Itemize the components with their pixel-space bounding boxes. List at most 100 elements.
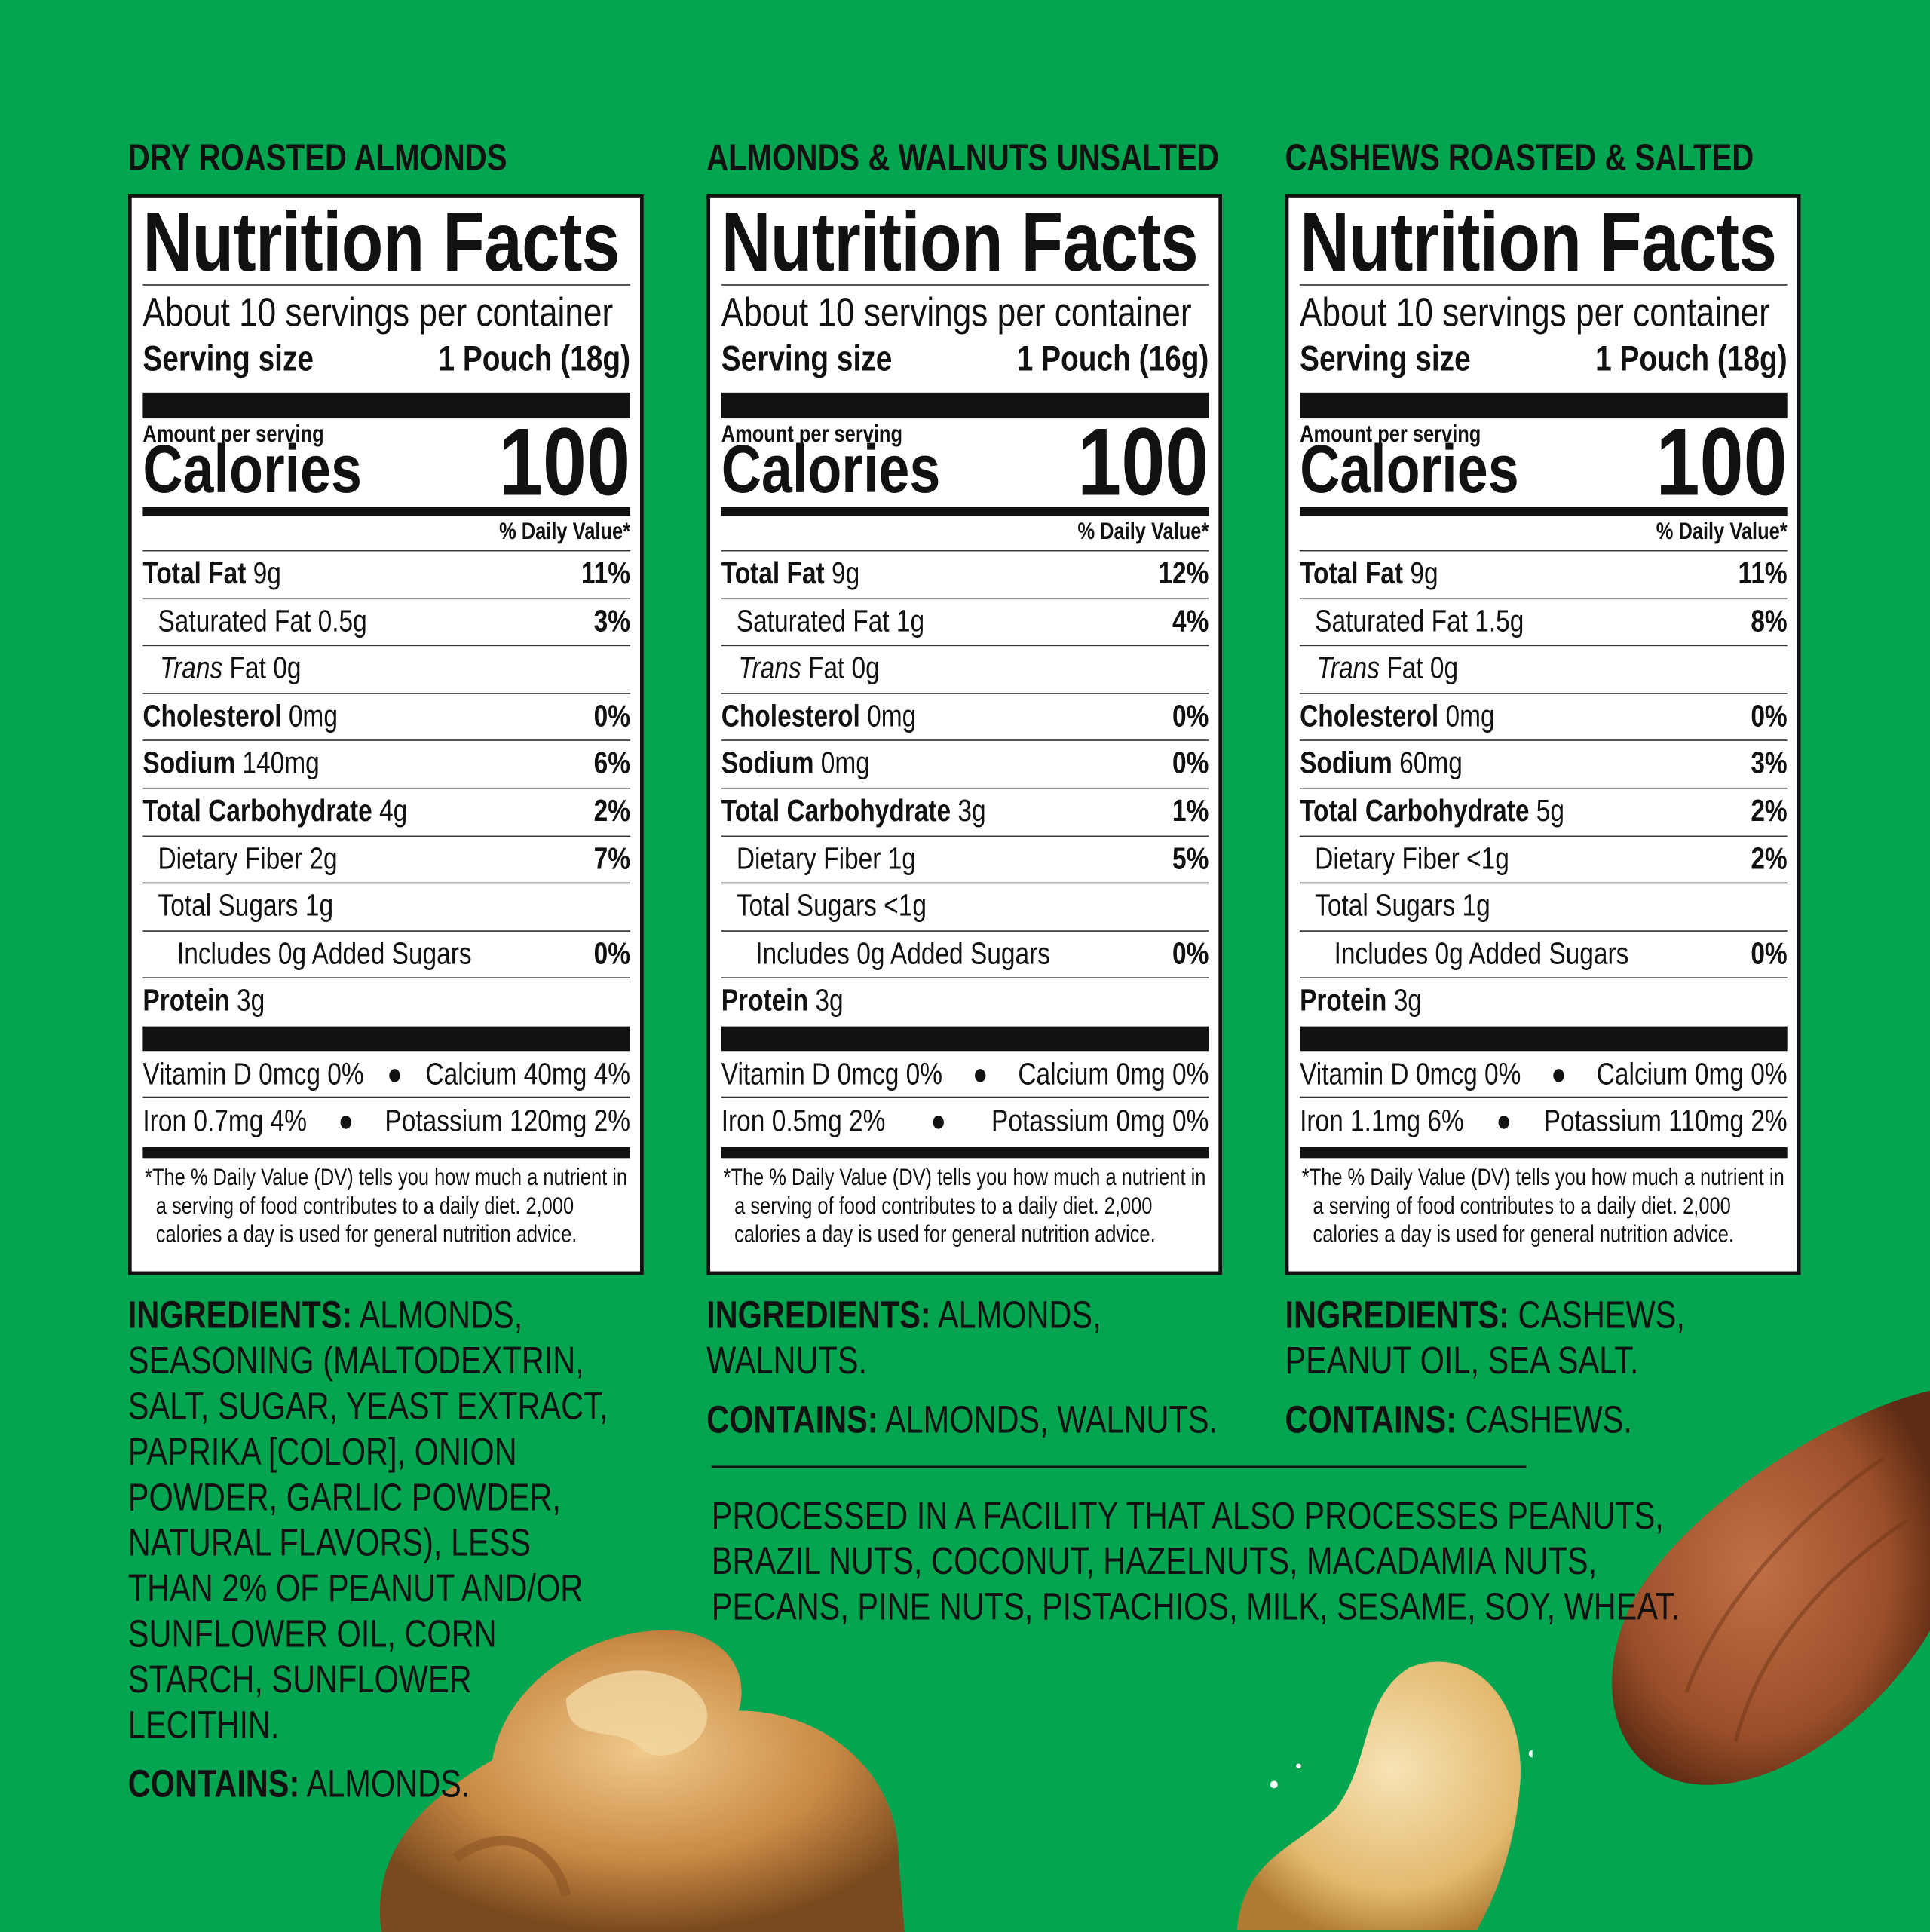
nutrient-name: Dietary Fiber [736, 841, 881, 876]
nutrient-row: Dietary Fiber 1g 5% [721, 836, 1209, 884]
daily-value-footnote: *The % Daily Value (DV) tells you how mu… [145, 1165, 628, 1248]
nutrient-name: Saturated Fat [736, 603, 890, 638]
nutrient-row: Cholesterol 0mg 0% [1300, 693, 1788, 742]
nutrient-row: Cholesterol 0mg 0% [721, 693, 1209, 742]
calories-row: Calories 100 [1300, 414, 1788, 510]
nutrient-amount: 0mg [820, 746, 870, 781]
vitamin-item: Iron 1.1mg 6% [1300, 1104, 1464, 1139]
nutrient-name: Total Fat [142, 556, 247, 591]
vitamin-row: Vitamin D 0mcg 0% ● Calcium 0mg 0% [721, 1051, 1209, 1099]
nutrient-daily-value: 2% [1751, 841, 1788, 876]
nutrient-row: Total Fat 9g 11% [1300, 551, 1788, 599]
nutrient-name: Total Carbohydrate [721, 794, 951, 828]
nutrient-row: Total Carbohydrate 3g 1% [721, 788, 1209, 837]
nutrient-row: Includes 0g Added Sugars 0% [142, 932, 631, 979]
nutrient-daily-value: 2% [593, 794, 631, 828]
bullet-icon: ● [930, 1104, 946, 1139]
serving-size-row: Serving size 1 Pouch (18g) [1300, 338, 1788, 381]
serving-size-label: Serving size [142, 339, 314, 379]
daily-value-footnote: *The % Daily Value (DV) tells you how mu… [1301, 1165, 1784, 1248]
bullet-icon: ● [387, 1057, 403, 1092]
nutrient-amount: 3g [815, 984, 844, 1018]
nutrient-name: Total Carbohydrate [1300, 794, 1530, 828]
vitamin-row: Vitamin D 0mcg 0% ● Calcium 40mg 4% [142, 1051, 631, 1099]
nutrient-daily-value: 3% [1751, 746, 1788, 781]
daily-value-header: % Daily Value* [721, 516, 1209, 552]
nutrient-amount: 1g [305, 889, 334, 923]
daily-value-header: % Daily Value* [1300, 516, 1788, 552]
vitamin-row: Vitamin D 0mcg 0% ● Calcium 0mg 0% [1300, 1051, 1788, 1099]
daily-value-header: % Daily Value* [142, 516, 631, 552]
calories-label: Calories [142, 430, 362, 507]
nutrient-name: Total Sugars [158, 889, 299, 923]
nutrient-amount: 0g [851, 651, 880, 686]
bullet-icon: ● [973, 1057, 988, 1092]
nutrient-row: Includes 0g Added Sugars 0% [1300, 932, 1788, 979]
nutrient-amount: 5g [1536, 794, 1564, 828]
nutrient-row: Saturated Fat 1g 4% [721, 599, 1209, 647]
nutrient-amount: 3g [236, 984, 265, 1018]
bullet-icon: ● [1496, 1104, 1512, 1139]
calories-value: 100 [1656, 407, 1788, 516]
vitamin-item: Vitamin D 0mcg 0% [721, 1057, 943, 1092]
calories-row: Calories 100 [142, 414, 630, 510]
nutrient-daily-value: 7% [593, 841, 631, 876]
amount-per-serving: Amount per serving [1300, 421, 1481, 449]
nutrient-daily-value: 11% [581, 556, 631, 591]
contains: CONTAINS: CASHEWS. [1285, 1397, 1809, 1442]
ingredients: INGREDIENTS: ALMONDS, SEASONING (MALTODE… [128, 1292, 623, 1747]
serving-size-value: 1 Pouch (18g) [438, 339, 631, 379]
nutrient-amount: 1.5g [1475, 603, 1524, 638]
vitamin-item: Iron 0.7mg 4% [142, 1104, 308, 1139]
contains-text: ALMONDS, WALNUTS. [884, 1398, 1218, 1441]
vitamin-item: Iron 0.5mg 2% [721, 1104, 886, 1139]
nutrient-daily-value: 1% [1172, 794, 1209, 828]
nutrient-daily-value: 3% [593, 603, 631, 638]
vitamin-row: Iron 0.7mg 4% ● Potassium 120mg 2% [142, 1098, 630, 1146]
serving-size-label: Serving size [721, 339, 893, 379]
vitamin-item: Potassium 110mg 2% [1543, 1104, 1788, 1139]
nutrient-daily-value: 0% [593, 936, 631, 971]
nutrient-amount: 1g [887, 841, 916, 876]
vitamin-item: Calcium 0mg 0% [1018, 1057, 1209, 1092]
nutrient-name: Trans Fat [1316, 651, 1423, 686]
vitamin-item: Vitamin D 0mcg 0% [142, 1057, 364, 1092]
nutrient-daily-value: 2% [1751, 794, 1788, 828]
nutrient-amount: <1g [1466, 841, 1509, 876]
nutrient-name: Dietary Fiber [1315, 841, 1460, 876]
nutrient-amount: 0mg [867, 698, 917, 733]
nutrient-name: Protein [1300, 984, 1387, 1018]
ingredients-label: INGREDIENTS: [706, 1293, 931, 1337]
nutrient-row: Protein 3g [1300, 979, 1788, 1027]
nutrient-row: Sodium 60mg 3% [1300, 741, 1788, 789]
nutrient-row: Includes 0g Added Sugars 0% [721, 932, 1209, 979]
nutrient-row: Total Carbohydrate 4g 2% [142, 788, 631, 837]
nutrient-amount: 3g [1393, 984, 1422, 1018]
servings-per-container: About 10 servings per container [1300, 289, 1770, 335]
amount-per-serving: Amount per serving [721, 421, 903, 449]
nutrient-amount: 4g [379, 794, 408, 828]
nutrient-row: Total Fat 9g 11% [142, 551, 631, 599]
contains-text: CASHEWS. [1465, 1398, 1632, 1441]
nutrient-amount: 9g [832, 556, 860, 591]
nutrient-amount: 0mg [288, 698, 338, 733]
nutrition-facts-label: Nutrition Facts About 10 servings per co… [706, 194, 1223, 1275]
nutrient-row: Dietary Fiber 2g 7% [142, 836, 631, 884]
serving-size-value: 1 Pouch (18g) [1595, 339, 1788, 379]
vitamin-item: Potassium 0mg 0% [991, 1104, 1209, 1139]
vitamin-item: Calcium 0mg 0% [1596, 1057, 1788, 1092]
nutrient-row: Protein 3g [142, 979, 630, 1027]
nutrient-amount: <1g [884, 889, 927, 923]
serving-size-row: Serving size 1 Pouch (18g) [142, 338, 630, 381]
calories-label: Calories [1300, 430, 1519, 507]
nutrient-row: Total Sugars <1g [721, 883, 1209, 932]
vitamin-row: Iron 1.1mg 6% ● Potassium 110mg 2% [1300, 1098, 1788, 1146]
nutrition-facts-heading: Nutrition Facts [1300, 195, 1777, 289]
ingredients-label: INGREDIENTS: [1285, 1293, 1509, 1337]
contains-text: ALMONDS. [306, 1762, 470, 1806]
nutrient-row: Dietary Fiber <1g 2% [1300, 836, 1788, 884]
almond-image [1612, 1390, 1930, 1785]
nutrient-row: Total Sugars 1g [1300, 883, 1788, 932]
nutrient-daily-value: 8% [1751, 603, 1788, 638]
bullet-icon: ● [1551, 1057, 1567, 1092]
